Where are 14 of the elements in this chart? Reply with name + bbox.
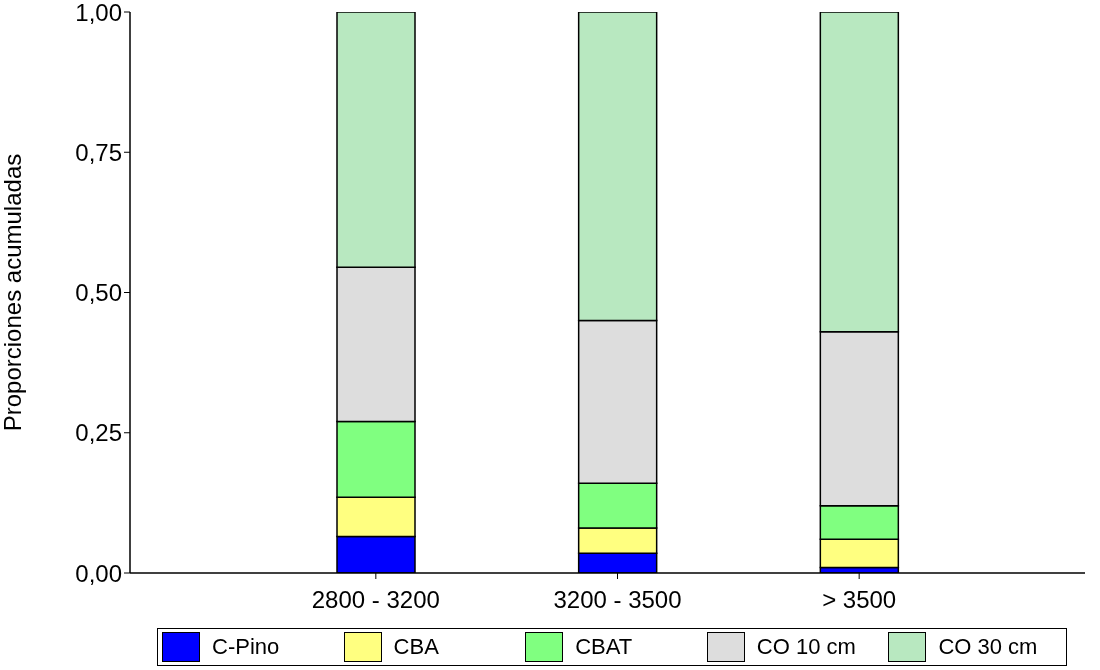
legend-label: CO 10 cm [756,634,856,660]
y-axis-title: Proporciones acumuladas [0,153,26,432]
x-tick-label: 2800 - 3200 [311,586,440,614]
y-tick-label: 0,00 [75,559,122,587]
legend-label: CBAT [575,634,633,660]
y-tick-label: 0,25 [75,419,122,447]
legend-label: CBA [393,634,439,660]
y-tick-label: 0,50 [75,279,122,307]
y-tick-label: 1,00 [75,0,122,26]
x-tick-label: 3200 - 3500 [553,586,682,614]
y-tick-label: 0,75 [75,138,122,166]
x-tick-label: > 3500 [822,586,897,614]
legend-label: C-Pino [212,634,280,660]
legend-label: CO 30 cm [938,634,1038,660]
